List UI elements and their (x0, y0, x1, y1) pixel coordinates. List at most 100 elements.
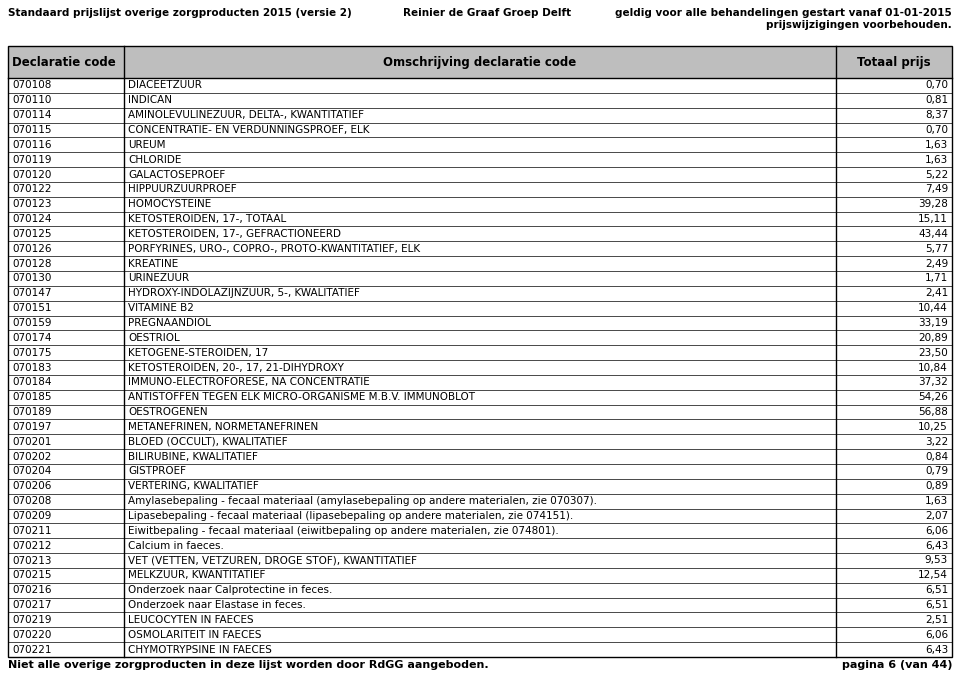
Text: 070147: 070147 (12, 288, 52, 298)
Text: 070159: 070159 (12, 318, 52, 328)
Text: 070189: 070189 (12, 407, 52, 417)
Text: 070108: 070108 (12, 80, 52, 90)
Text: OSMOLARITEIT IN FAECES: OSMOLARITEIT IN FAECES (128, 630, 262, 640)
Text: 56,88: 56,88 (918, 407, 948, 417)
Text: 070212: 070212 (12, 540, 52, 551)
Text: 070217: 070217 (12, 600, 52, 610)
Text: 070110: 070110 (12, 95, 52, 105)
Text: 070221: 070221 (12, 645, 52, 655)
Text: 070206: 070206 (12, 482, 52, 491)
Text: Declaratie code: Declaratie code (12, 55, 116, 68)
Text: 0,70: 0,70 (925, 125, 948, 135)
Text: 20,89: 20,89 (919, 333, 948, 342)
Text: GISTPROEF: GISTPROEF (128, 466, 186, 477)
Text: 070213: 070213 (12, 556, 52, 566)
Text: 070174: 070174 (12, 333, 52, 342)
Text: 070151: 070151 (12, 303, 52, 313)
Text: KREATINE: KREATINE (128, 258, 179, 269)
Text: 0,70: 0,70 (925, 80, 948, 90)
Text: ANTISTOFFEN TEGEN ELK MICRO-ORGANISME M.B.V. IMMUNOBLOT: ANTISTOFFEN TEGEN ELK MICRO-ORGANISME M.… (128, 393, 475, 402)
Text: 6,51: 6,51 (924, 600, 948, 610)
Text: Amylasebepaling - fecaal materiaal (amylasebepaling op andere materialen, zie 07: Amylasebepaling - fecaal materiaal (amyl… (128, 496, 597, 506)
Text: 070120: 070120 (12, 169, 52, 179)
Text: 070211: 070211 (12, 526, 52, 536)
Text: 2,41: 2,41 (924, 288, 948, 298)
Text: 1,63: 1,63 (924, 155, 948, 164)
Text: 37,32: 37,32 (918, 377, 948, 387)
Text: 6,06: 6,06 (924, 630, 948, 640)
Text: 39,28: 39,28 (918, 199, 948, 209)
Text: KETOSTEROIDEN, 17-, TOTAAL: KETOSTEROIDEN, 17-, TOTAAL (128, 214, 286, 224)
Text: 070116: 070116 (12, 140, 52, 150)
Text: 0,84: 0,84 (924, 451, 948, 462)
Text: 070197: 070197 (12, 422, 52, 432)
Text: PORFYRINES, URO-, COPRO-, PROTO-KWANTITATIEF, ELK: PORFYRINES, URO-, COPRO-, PROTO-KWANTITA… (128, 244, 420, 253)
Text: KETOSTEROIDEN, 17-, GEFRACTIONEERD: KETOSTEROIDEN, 17-, GEFRACTIONEERD (128, 229, 341, 239)
Text: 3,22: 3,22 (924, 437, 948, 447)
Text: pagina 6 (van 44): pagina 6 (van 44) (842, 660, 952, 670)
Text: 070184: 070184 (12, 377, 52, 387)
Text: 10,44: 10,44 (919, 303, 948, 313)
Text: Calcium in faeces.: Calcium in faeces. (128, 540, 224, 551)
Text: 070201: 070201 (12, 437, 52, 447)
Text: Standaard prijslijst overige zorgproducten 2015 (versie 2): Standaard prijslijst overige zorgproduct… (8, 8, 351, 18)
Text: INDICAN: INDICAN (128, 95, 172, 105)
Text: UREUM: UREUM (128, 140, 166, 150)
Text: 5,77: 5,77 (924, 244, 948, 253)
Text: 33,19: 33,19 (918, 318, 948, 328)
Text: 1,71: 1,71 (924, 273, 948, 284)
Text: 070124: 070124 (12, 214, 52, 224)
Bar (8, 46, 952, 657)
Text: 2,49: 2,49 (924, 258, 948, 269)
Text: 070123: 070123 (12, 199, 52, 209)
Text: 0,79: 0,79 (924, 466, 948, 477)
Text: 070183: 070183 (12, 362, 52, 373)
Text: IMMUNO-ELECTROFORESE, NA CONCENTRATIE: IMMUNO-ELECTROFORESE, NA CONCENTRATIE (128, 377, 370, 387)
Text: 0,89: 0,89 (924, 482, 948, 491)
Text: 1,63: 1,63 (924, 140, 948, 150)
Text: URINEZUUR: URINEZUUR (128, 273, 189, 284)
Text: Reinier de Graaf Groep Delft: Reinier de Graaf Groep Delft (403, 8, 571, 18)
Text: 12,54: 12,54 (918, 571, 948, 580)
Text: 7,49: 7,49 (924, 184, 948, 195)
Text: BILIRUBINE, KWALITATIEF: BILIRUBINE, KWALITATIEF (128, 451, 258, 462)
Text: 0,81: 0,81 (924, 95, 948, 105)
Text: 2,07: 2,07 (924, 511, 948, 521)
Text: 070119: 070119 (12, 155, 52, 164)
Text: Onderzoek naar Calprotectine in feces.: Onderzoek naar Calprotectine in feces. (128, 585, 332, 595)
Text: 54,26: 54,26 (918, 393, 948, 402)
Text: CHLORIDE: CHLORIDE (128, 155, 181, 164)
Text: 070209: 070209 (12, 511, 52, 521)
Text: 070122: 070122 (12, 184, 52, 195)
Text: 23,50: 23,50 (919, 348, 948, 358)
Text: Totaal prijs: Totaal prijs (857, 55, 931, 68)
Text: 6,51: 6,51 (924, 585, 948, 595)
Text: MELKZUUR, KWANTITATIEF: MELKZUUR, KWANTITATIEF (128, 571, 266, 580)
Text: LEUCOCYTEN IN FAECES: LEUCOCYTEN IN FAECES (128, 615, 253, 625)
Text: 1,63: 1,63 (924, 496, 948, 506)
Text: 10,25: 10,25 (919, 422, 948, 432)
Text: 070219: 070219 (12, 615, 52, 625)
Text: HOMOCYSTEINE: HOMOCYSTEINE (128, 199, 211, 209)
Text: KETOGENE-STEROIDEN, 17: KETOGENE-STEROIDEN, 17 (128, 348, 269, 358)
Text: 070115: 070115 (12, 125, 52, 135)
Text: 15,11: 15,11 (918, 214, 948, 224)
Text: 070202: 070202 (12, 451, 52, 462)
Text: 070126: 070126 (12, 244, 52, 253)
Text: 6,43: 6,43 (924, 645, 948, 655)
Bar (8, 46, 952, 78)
Text: HIPPUURZUURPROEF: HIPPUURZUURPROEF (128, 184, 237, 195)
Text: 070208: 070208 (12, 496, 52, 506)
Text: KETOSTEROIDEN, 20-, 17, 21-DIHYDROXY: KETOSTEROIDEN, 20-, 17, 21-DIHYDROXY (128, 362, 344, 373)
Text: CHYMOTRYPSINE IN FAECES: CHYMOTRYPSINE IN FAECES (128, 645, 272, 655)
Text: GALACTOSEPROEF: GALACTOSEPROEF (128, 169, 226, 179)
Text: 070125: 070125 (12, 229, 52, 239)
Text: 8,37: 8,37 (924, 110, 948, 120)
Text: 070130: 070130 (12, 273, 52, 284)
Text: 2,51: 2,51 (924, 615, 948, 625)
Text: DIACEETZUUR: DIACEETZUUR (128, 80, 202, 90)
Text: 6,06: 6,06 (924, 526, 948, 536)
Text: 070185: 070185 (12, 393, 52, 402)
Text: 070114: 070114 (12, 110, 52, 120)
Text: 5,22: 5,22 (924, 169, 948, 179)
